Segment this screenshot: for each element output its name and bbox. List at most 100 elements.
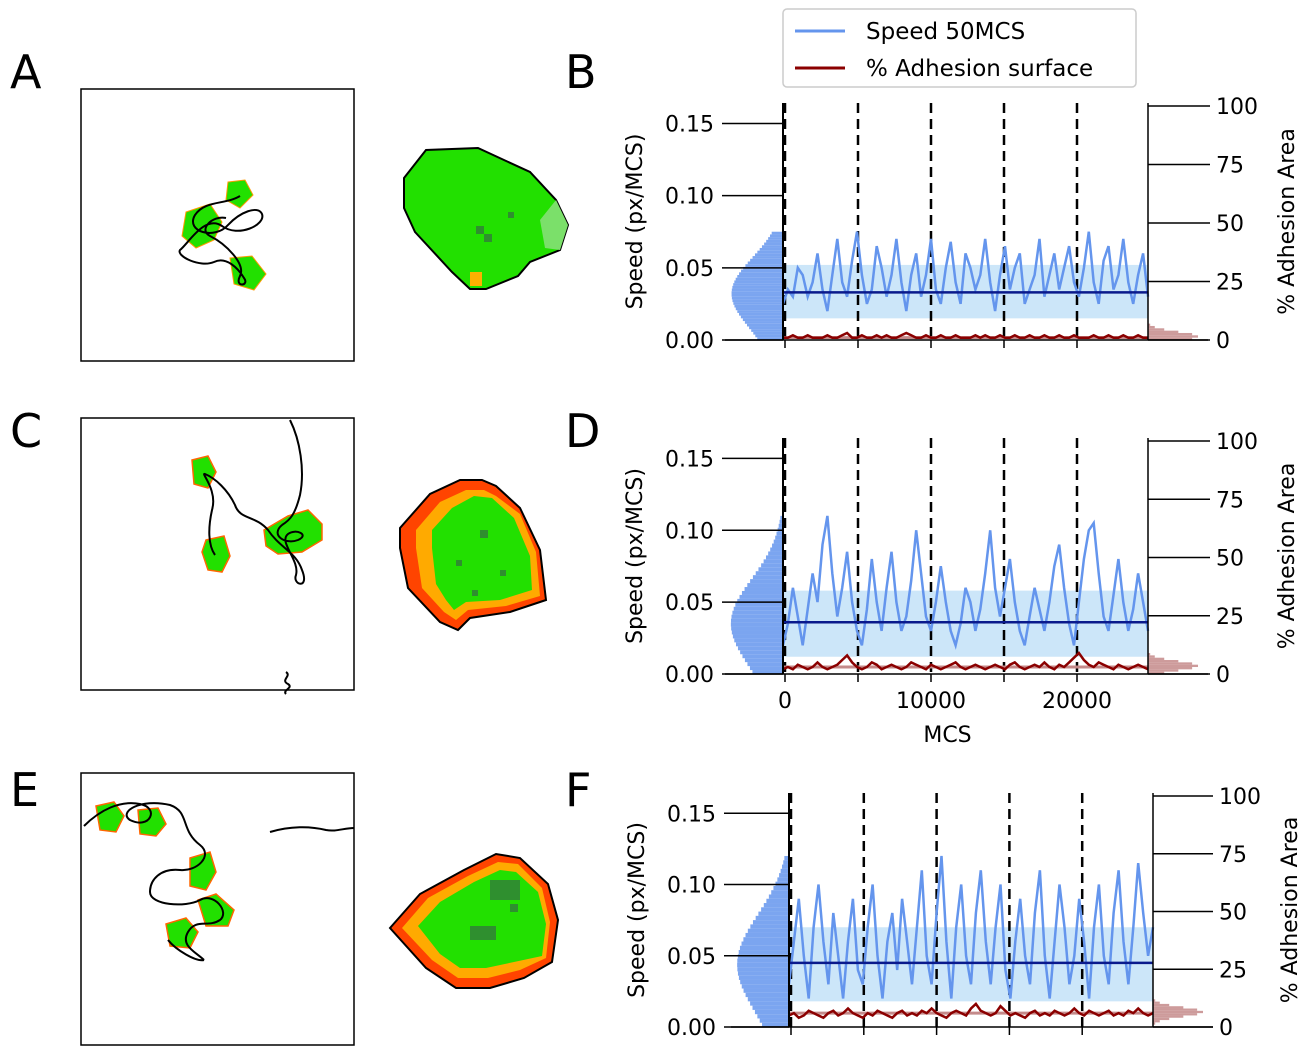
speed-histogram-bar [739, 945, 789, 951]
y-axis-label: Speed (px/MCS) [623, 134, 648, 310]
y-tick-label: 0.10 [667, 874, 716, 899]
y-right-tick-label: 75 [1219, 843, 1247, 868]
adhesion-line [782, 651, 1149, 671]
speed-histogram-bar [735, 277, 783, 281]
cell-zoom-edge [470, 272, 482, 286]
speed-histogram-bar [741, 590, 783, 595]
speed-histogram-bar [751, 329, 783, 332]
y-right-axis-label: % Adhesion Area [1278, 817, 1303, 1004]
y-right-axis-label: % Adhesion Area [1275, 128, 1300, 315]
speed-histogram-bar [737, 646, 783, 651]
y-tick-label: 0.15 [665, 112, 714, 137]
speed-histogram-bar [750, 924, 789, 929]
speed-histogram-bar [768, 551, 783, 556]
speed-histogram-bar [737, 962, 789, 968]
speed-histogram-bar [757, 250, 783, 254]
speed-histogram-bar [752, 670, 783, 674]
speed-histogram-bar [766, 898, 789, 904]
speed-histogram-bar [761, 907, 789, 912]
speed-histogram-bar [750, 258, 783, 262]
panel-letter-c: C [10, 404, 42, 458]
speed-histogram-bar [757, 337, 783, 340]
y-tick-label: 0.10 [665, 185, 714, 210]
speed-histogram-bar [732, 299, 783, 303]
cell-zoom-shade [540, 200, 568, 250]
y-tick-label: 0.00 [665, 329, 714, 354]
adhesion-histogram-bar [1148, 657, 1165, 661]
cell-zoom-dark [510, 904, 518, 912]
speed-line [781, 231, 1150, 312]
speed-histogram-bar [784, 856, 789, 861]
speed-histogram-bar [752, 256, 783, 259]
speed-histogram-bar [747, 997, 789, 1002]
adhesion-line [788, 1002, 1154, 1020]
adhesion-histogram-bar [1153, 1006, 1184, 1009]
panel-letter-b: B [565, 45, 597, 99]
speed-histogram-bar [759, 1018, 789, 1023]
speed-histogram-bar [768, 237, 783, 240]
speed-histogram-bar [732, 634, 783, 639]
speed-histogram-bar [737, 958, 789, 963]
speed-histogram-bar [733, 302, 783, 305]
speed-band [783, 590, 1148, 657]
adhesion-histogram [1148, 311, 1198, 340]
speed-histogram-bar [754, 253, 783, 257]
adhesion-histogram-bar [1148, 664, 1198, 668]
speed-histogram-bar [773, 539, 783, 544]
y-tick-label: 0.15 [665, 447, 714, 472]
speed-histogram-bar [770, 547, 783, 552]
speed-histogram-bar [782, 864, 789, 869]
adhesion-histogram-bar [1153, 1020, 1160, 1023]
speed-histogram-bar [763, 559, 783, 564]
speed-histogram-bar [765, 555, 783, 560]
cell-zoom-core [432, 496, 532, 610]
adhesion-histogram-bar [1148, 335, 1198, 338]
speed-histogram-bar [752, 575, 783, 580]
adhesion-histogram-bar [1148, 653, 1151, 656]
speed-histogram-bar [772, 543, 783, 548]
adhesion-histogram-bar [1148, 671, 1165, 674]
speed-histogram-bar [758, 911, 789, 916]
y-axis-label: Speed (px/MCS) [623, 468, 648, 644]
adhesion-histogram-bar [1148, 662, 1193, 665]
speed-histogram [737, 856, 789, 1027]
legend-adhesion-label: % Adhesion surface [866, 56, 1093, 82]
y-right-tick-label: 25 [1216, 271, 1244, 296]
panel-a [80, 88, 570, 362]
speed-histogram-bar [740, 315, 783, 319]
y-right-tick-label: 25 [1219, 958, 1247, 983]
speed-histogram-bar [752, 920, 789, 925]
speed-histogram-bar [734, 304, 783, 308]
trajectory-tail-e [269, 826, 355, 833]
speed-histogram-bar [743, 937, 789, 942]
speed-histogram-bar [738, 975, 789, 980]
y-right-tick-label: 75 [1216, 488, 1244, 513]
speed-histogram-bar [731, 293, 783, 297]
speed-histogram-bar [779, 873, 789, 878]
cell-zoom-dark [472, 590, 478, 596]
speed-histogram-bar [745, 932, 789, 938]
speed-histogram-bar [742, 318, 783, 322]
y-right-tick-label: 0 [1216, 663, 1230, 688]
adhesion-histogram-bar [1153, 1015, 1184, 1018]
y-tick-label: 0.05 [665, 257, 714, 282]
speed-histogram-bar [737, 598, 783, 603]
speed-histogram-bar [757, 1014, 789, 1019]
trajectory-path-c [203, 419, 305, 585]
speed-histogram-bar [735, 602, 783, 607]
speed-histogram-bar [741, 941, 789, 946]
adhesion-histogram-bar [1153, 1017, 1170, 1021]
speed-histogram-bar [731, 630, 783, 635]
y-tick-label: 0.05 [667, 945, 716, 970]
adhesion-histogram-bar [1153, 1010, 1203, 1014]
speed-histogram-bar [747, 583, 783, 588]
speed-histogram-bar [763, 903, 789, 908]
speed-histogram-bar [755, 334, 783, 338]
adhesion-histogram-bar [1153, 1022, 1156, 1025]
speed-histogram-bar [731, 626, 783, 631]
adhesion-histogram-bar [1153, 1008, 1198, 1011]
cell-zoom-dark [476, 226, 484, 234]
speed-histogram-bar [749, 666, 783, 671]
adhesion-histogram-bar [1153, 1001, 1160, 1004]
speed-histogram-bar [737, 971, 789, 976]
